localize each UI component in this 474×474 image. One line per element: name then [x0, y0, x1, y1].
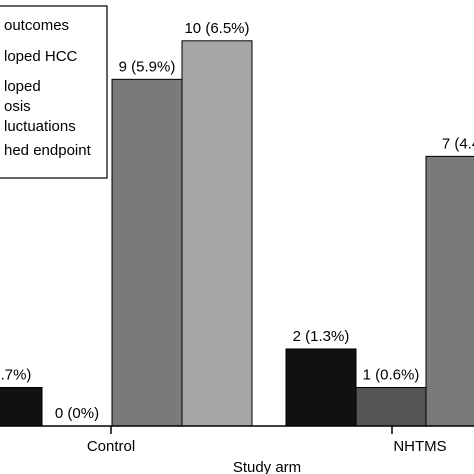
legend-box	[0, 5, 108, 179]
legend-item-loped-hcc: loped HCC	[4, 48, 78, 65]
value-labels: .7%) 2 (1.3%) 0 (0%) 1 (0.6%) 9 (5.9%) 7 (4.4…	[1, 20, 474, 422]
bar-control-series-2	[111, 78, 183, 427]
value-label-control-series-1: 0 (0%)	[55, 405, 99, 422]
legend-item-osis: osis	[4, 98, 31, 115]
bar-control-series-0	[0, 386, 43, 427]
legend-title: outcomes	[4, 17, 69, 34]
x-axis-label: Study arm	[233, 459, 301, 474]
value-label-control-series-3: 10 (6.5%)	[184, 20, 249, 37]
x-ticks	[110, 426, 393, 434]
value-label-nhtms-series-1: 1 (0.6%)	[363, 366, 420, 383]
value-label-nhtms-series-0: 2 (1.3%)	[293, 328, 350, 345]
bars	[0, 40, 474, 427]
x-tick-label-control: Control	[87, 438, 135, 455]
legend: outcomes loped HCC loped osis luctuation…	[0, 5, 108, 179]
bar-nhtms-series-1	[355, 386, 427, 427]
legend-item-hed-endpoint: hed endpoint	[4, 142, 92, 159]
x-tick-label-nhtms: NHTMS	[393, 438, 446, 455]
value-label-nhtms-series-2: 7 (4.4	[442, 135, 474, 152]
bar-nhtms-series-0	[285, 348, 357, 427]
bar-nhtms-series-2	[425, 155, 474, 427]
bar-control-series-3	[181, 40, 253, 427]
legend-item-loped: loped	[4, 78, 41, 95]
legend-item-luctuations: luctuations	[4, 118, 76, 135]
value-label-control-series-2: 9 (5.9%)	[119, 58, 176, 75]
value-label-control-series-0: .7%)	[1, 366, 32, 383]
